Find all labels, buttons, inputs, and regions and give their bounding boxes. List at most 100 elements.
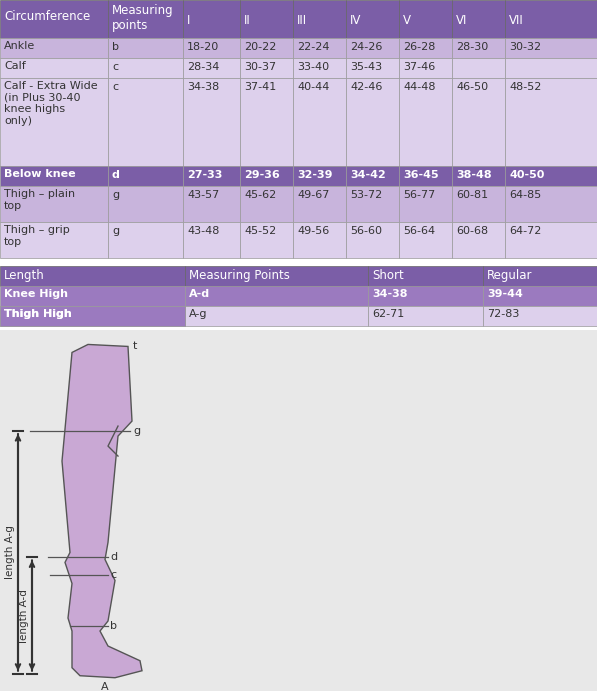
Text: 53-72: 53-72 bbox=[350, 190, 382, 200]
Text: 62-71: 62-71 bbox=[372, 309, 404, 319]
Text: c: c bbox=[110, 571, 116, 580]
Bar bbox=[0, 38, 108, 58]
Bar bbox=[108, 186, 183, 222]
Text: 28-30: 28-30 bbox=[456, 42, 488, 52]
Bar bbox=[399, 58, 452, 78]
Text: 34-42: 34-42 bbox=[350, 170, 386, 180]
Text: 56-64: 56-64 bbox=[403, 226, 435, 236]
Bar bbox=[399, 222, 452, 258]
Bar bbox=[368, 286, 483, 306]
Bar bbox=[293, 186, 346, 222]
Text: d: d bbox=[110, 552, 117, 562]
Bar bbox=[505, 58, 597, 78]
Text: 33-40: 33-40 bbox=[297, 62, 329, 72]
Bar bbox=[452, 58, 505, 78]
Text: g: g bbox=[112, 226, 119, 236]
Bar bbox=[293, 0, 346, 38]
Text: 37-41: 37-41 bbox=[244, 82, 276, 92]
Text: 43-48: 43-48 bbox=[187, 226, 219, 236]
Bar bbox=[240, 38, 293, 58]
Bar bbox=[452, 0, 505, 38]
Bar bbox=[183, 166, 240, 186]
Bar bbox=[399, 38, 452, 58]
Bar bbox=[399, 0, 452, 38]
Bar bbox=[0, 286, 185, 306]
Text: 45-52: 45-52 bbox=[244, 226, 276, 236]
Bar bbox=[505, 186, 597, 222]
Bar bbox=[452, 38, 505, 58]
Bar bbox=[0, 0, 108, 38]
Text: 35-43: 35-43 bbox=[350, 62, 382, 72]
Text: Knee High: Knee High bbox=[4, 289, 68, 299]
Text: Below knee: Below knee bbox=[4, 169, 76, 179]
Text: 36-45: 36-45 bbox=[403, 170, 439, 180]
Text: 34-38: 34-38 bbox=[372, 289, 408, 299]
Text: 28-34: 28-34 bbox=[187, 62, 219, 72]
Text: 27-33: 27-33 bbox=[187, 170, 222, 180]
Bar bbox=[399, 166, 452, 186]
Bar bbox=[240, 58, 293, 78]
Bar bbox=[240, 78, 293, 166]
Bar bbox=[183, 222, 240, 258]
Text: d: d bbox=[112, 170, 120, 180]
Text: Regular: Regular bbox=[487, 269, 533, 282]
Text: A-d: A-d bbox=[189, 289, 210, 299]
Text: VII: VII bbox=[509, 14, 524, 27]
Text: length A-g: length A-g bbox=[5, 525, 15, 579]
Text: Short: Short bbox=[372, 269, 404, 282]
Bar bbox=[240, 0, 293, 38]
Bar bbox=[185, 266, 368, 286]
Bar bbox=[399, 186, 452, 222]
Bar bbox=[108, 58, 183, 78]
Text: 40-50: 40-50 bbox=[509, 170, 544, 180]
Bar bbox=[185, 306, 368, 326]
Text: 26-28: 26-28 bbox=[403, 42, 435, 52]
Text: 56-77: 56-77 bbox=[403, 190, 435, 200]
Text: 42-46: 42-46 bbox=[350, 82, 382, 92]
Text: V: V bbox=[403, 14, 411, 27]
Text: 46-50: 46-50 bbox=[456, 82, 488, 92]
Text: 48-52: 48-52 bbox=[509, 82, 541, 92]
Text: 56-60: 56-60 bbox=[350, 226, 382, 236]
Text: Calf - Extra Wide
(in Plus 30-40
knee highs
only): Calf - Extra Wide (in Plus 30-40 knee hi… bbox=[4, 81, 98, 126]
Bar bbox=[483, 306, 597, 326]
Text: Measuring
points: Measuring points bbox=[112, 4, 174, 32]
Bar bbox=[368, 266, 483, 286]
Text: Length: Length bbox=[4, 269, 45, 282]
Text: 49-56: 49-56 bbox=[297, 226, 330, 236]
Bar bbox=[183, 58, 240, 78]
Bar bbox=[183, 38, 240, 58]
Text: Thigh High: Thigh High bbox=[4, 309, 72, 319]
Bar bbox=[108, 78, 183, 166]
Polygon shape bbox=[62, 344, 142, 678]
Text: Ankle: Ankle bbox=[4, 41, 35, 51]
Bar bbox=[483, 286, 597, 306]
Text: b: b bbox=[110, 621, 117, 631]
Bar bbox=[452, 166, 505, 186]
Bar bbox=[346, 78, 399, 166]
Bar bbox=[505, 222, 597, 258]
Text: 72-83: 72-83 bbox=[487, 309, 519, 319]
Text: 32-39: 32-39 bbox=[297, 170, 333, 180]
Bar bbox=[0, 58, 108, 78]
Text: c: c bbox=[112, 62, 118, 72]
Bar bbox=[452, 78, 505, 166]
Bar bbox=[0, 186, 108, 222]
Text: 64-85: 64-85 bbox=[509, 190, 541, 200]
Text: 24-26: 24-26 bbox=[350, 42, 382, 52]
Bar bbox=[183, 0, 240, 38]
Text: 20-22: 20-22 bbox=[244, 42, 276, 52]
Text: t: t bbox=[133, 341, 137, 352]
Bar bbox=[505, 166, 597, 186]
Bar bbox=[293, 222, 346, 258]
Text: Thigh High: Thigh High bbox=[4, 309, 72, 319]
Text: II: II bbox=[244, 14, 251, 27]
Text: 39-44: 39-44 bbox=[487, 289, 523, 299]
Bar bbox=[346, 186, 399, 222]
Text: Thigh – grip
top: Thigh – grip top bbox=[4, 225, 70, 247]
Bar bbox=[108, 0, 183, 38]
Bar bbox=[293, 78, 346, 166]
Text: 44-48: 44-48 bbox=[403, 82, 435, 92]
Bar bbox=[505, 38, 597, 58]
Bar bbox=[346, 58, 399, 78]
